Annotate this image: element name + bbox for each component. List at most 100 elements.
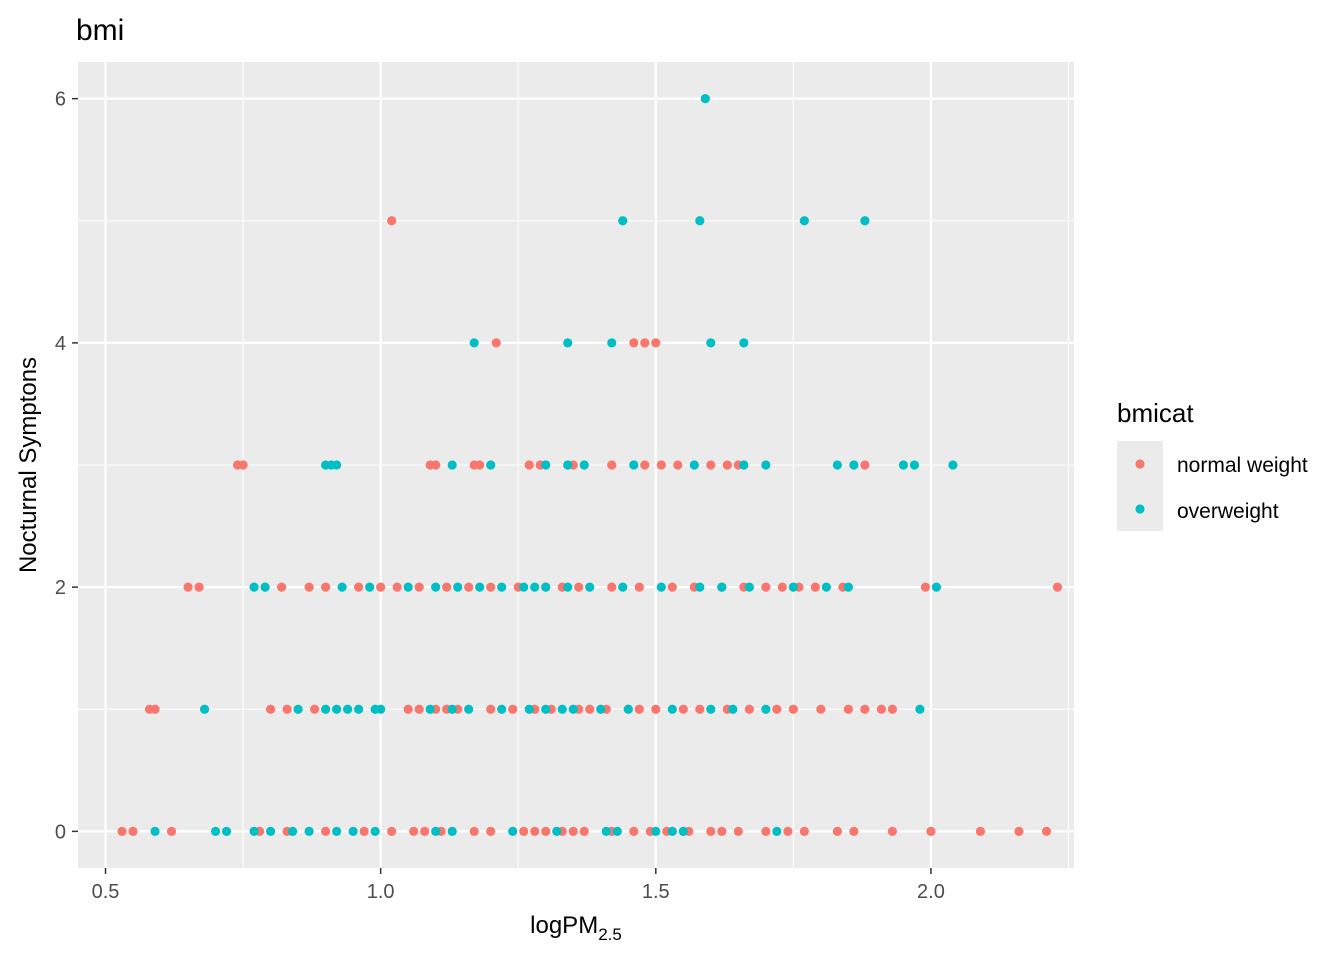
data-point — [128, 826, 138, 836]
legend: bmicat normal weight overweight — [1117, 398, 1308, 531]
data-point — [265, 826, 276, 836]
data-point — [491, 338, 501, 348]
data-point — [667, 826, 677, 836]
data-point — [1014, 826, 1024, 836]
data-point — [887, 826, 898, 836]
series-overweight — [150, 94, 958, 836]
data-point — [772, 826, 782, 836]
data-point — [354, 704, 364, 714]
data-point — [585, 704, 595, 714]
data-point — [629, 338, 639, 348]
data-point — [948, 460, 958, 470]
y-tick-label: 4 — [55, 333, 66, 355]
data-point — [354, 582, 364, 592]
data-point — [695, 216, 705, 226]
y-tick-label: 6 — [55, 89, 66, 111]
data-point — [447, 826, 457, 836]
data-point — [332, 460, 342, 470]
data-point — [629, 826, 639, 836]
legend-title: bmicat — [1117, 398, 1194, 428]
data-point — [541, 826, 551, 836]
data-point — [634, 582, 644, 592]
data-point — [563, 460, 573, 470]
data-point — [596, 704, 606, 714]
data-point — [849, 460, 859, 470]
data-point — [717, 826, 727, 836]
legend-label-overweight: overweight — [1177, 500, 1279, 523]
data-point — [607, 582, 617, 592]
data-point — [166, 826, 177, 836]
data-point — [524, 704, 534, 714]
x-axis-title: logPM2.5 — [530, 912, 622, 944]
data-point — [887, 704, 898, 714]
data-point — [519, 826, 529, 836]
y-tick-label: 2 — [55, 577, 66, 599]
data-point — [860, 704, 870, 714]
data-point — [744, 582, 754, 592]
data-point — [722, 460, 732, 470]
data-point — [700, 94, 710, 104]
data-point — [304, 582, 314, 592]
data-point — [425, 704, 435, 714]
data-point — [640, 338, 650, 348]
data-point — [568, 826, 578, 836]
data-point — [651, 704, 661, 714]
data-point — [431, 582, 441, 592]
major-gridlines — [78, 62, 1074, 868]
data-point — [563, 338, 573, 348]
data-point — [210, 826, 221, 836]
data-point — [761, 826, 771, 836]
data-point — [376, 582, 386, 592]
data-point — [508, 704, 518, 714]
data-point — [409, 826, 419, 836]
data-point — [975, 826, 986, 836]
data-point — [1052, 582, 1063, 592]
data-point — [689, 460, 699, 470]
data-point — [860, 216, 870, 226]
data-point — [249, 826, 259, 836]
data-point — [486, 704, 496, 714]
data-point — [623, 704, 633, 714]
data-point — [552, 826, 562, 836]
data-point — [744, 704, 754, 714]
data-point — [728, 704, 738, 714]
data-point — [739, 460, 749, 470]
data-point — [832, 460, 842, 470]
data-point — [640, 460, 650, 470]
data-point — [557, 704, 567, 714]
y-tick-label: 0 — [55, 821, 66, 843]
data-point — [265, 704, 276, 714]
data-point — [568, 704, 578, 714]
data-point — [469, 338, 479, 348]
data-point — [519, 582, 529, 592]
data-point — [541, 704, 551, 714]
data-point — [348, 826, 358, 836]
data-point — [387, 826, 397, 836]
data-point — [915, 704, 925, 714]
data-point — [706, 338, 716, 348]
data-point — [442, 582, 452, 592]
data-point — [898, 460, 909, 470]
data-point — [453, 582, 463, 592]
data-point — [183, 582, 193, 592]
data-point — [359, 826, 369, 836]
data-point — [337, 582, 347, 592]
data-point — [667, 582, 677, 592]
x-tick-label: 1.5 — [642, 881, 670, 903]
data-point — [574, 582, 584, 592]
data-point — [579, 460, 589, 470]
x-tick-label: 2.0 — [917, 881, 945, 903]
data-point — [238, 460, 248, 470]
data-point — [293, 704, 303, 714]
data-point — [678, 704, 688, 714]
data-point — [612, 826, 622, 836]
data-point — [431, 460, 441, 470]
data-point — [365, 582, 375, 592]
data-point — [832, 826, 842, 836]
data-point — [607, 460, 617, 470]
data-point — [403, 582, 413, 592]
data-point — [288, 826, 298, 836]
data-point — [486, 826, 496, 836]
series-normal-weight — [117, 216, 1063, 836]
data-point — [772, 704, 782, 714]
